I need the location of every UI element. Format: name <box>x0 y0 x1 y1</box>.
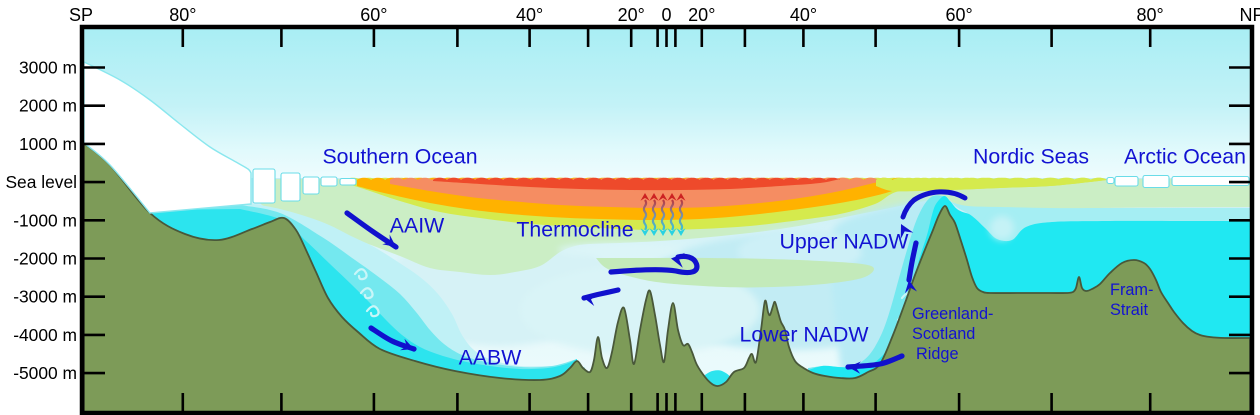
svg-text:20°: 20° <box>618 5 645 25</box>
svg-text:SP: SP <box>69 5 93 25</box>
svg-text:Upper NADW: Upper NADW <box>780 230 910 254</box>
svg-text:AABW: AABW <box>459 346 523 370</box>
svg-text:40°: 40° <box>790 5 817 25</box>
svg-text:20°: 20° <box>688 5 715 25</box>
svg-text:Arctic Ocean: Arctic Ocean <box>1124 145 1246 169</box>
svg-text:Sea level: Sea level <box>5 172 77 192</box>
svg-text:Thermocline: Thermocline <box>516 218 633 242</box>
svg-text:60°: 60° <box>946 5 973 25</box>
svg-text:-1000 m: -1000 m <box>13 210 77 230</box>
svg-text:1000 m: 1000 m <box>19 134 77 154</box>
svg-text:-3000 m: -3000 m <box>13 287 77 307</box>
svg-text:-5000 m: -5000 m <box>13 363 77 383</box>
svg-text:40°: 40° <box>516 5 543 25</box>
svg-text:Strait: Strait <box>1110 301 1148 319</box>
svg-text:2000 m: 2000 m <box>19 96 77 116</box>
svg-text:Nordic Seas: Nordic Seas <box>973 145 1089 169</box>
svg-text:80°: 80° <box>1137 5 1164 25</box>
svg-text:Lower NADW: Lower NADW <box>740 323 870 347</box>
svg-text:0: 0 <box>661 5 671 25</box>
svg-text:80°: 80° <box>169 5 196 25</box>
svg-text:Ridge: Ridge <box>916 345 959 363</box>
svg-text:-2000 m: -2000 m <box>13 249 77 269</box>
svg-text:Southern Ocean: Southern Ocean <box>322 145 477 169</box>
svg-text:Scotland: Scotland <box>912 325 975 343</box>
svg-text:AAIW: AAIW <box>390 214 445 238</box>
svg-text:60°: 60° <box>360 5 387 25</box>
svg-text:Greenland-: Greenland- <box>912 305 993 323</box>
svg-text:NP: NP <box>1239 5 1260 25</box>
svg-text:-4000 m: -4000 m <box>13 325 77 345</box>
svg-text:Fram-: Fram- <box>1110 281 1153 299</box>
svg-text:3000 m: 3000 m <box>19 58 77 78</box>
